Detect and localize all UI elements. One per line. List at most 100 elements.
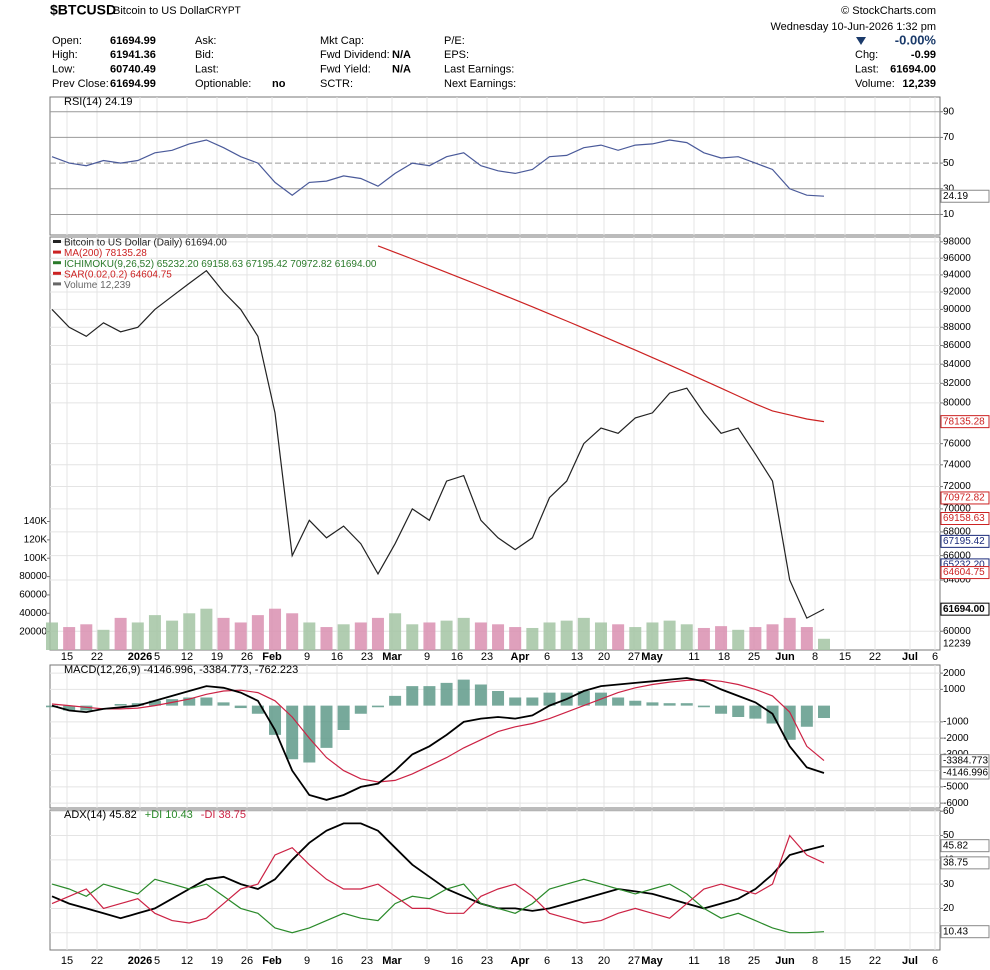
bar [594,622,607,650]
bar [234,622,247,650]
bar [217,617,230,650]
y-tick-label: 90 [943,106,955,117]
value-flag [940,856,990,870]
y-tick-label: -1000 [943,717,969,728]
bar [114,704,127,706]
x-tick-label: 27 [628,651,640,663]
x-tick-label: 6 [544,651,550,663]
legend-entry: Volume 12,239 [64,280,131,291]
bar [612,624,625,650]
x-tick-label: 25 [748,651,760,663]
value-flag-label: 10.43 [943,926,968,937]
price-marker-label: 78135.28 [943,416,985,427]
field-label: Open: [52,35,82,47]
bar [577,691,590,706]
bar [200,697,213,706]
value-flag-label: -3384.773 [943,755,988,766]
bar [800,705,813,727]
x-tick-label: 23 [481,955,493,967]
x-tick-label: 15 [61,651,73,663]
bar [818,638,830,650]
bar [354,622,367,650]
x-tick-label: 16 [451,955,463,967]
x-tick-label: 2026 [128,955,152,967]
y-tick-label: 68000 [943,527,971,538]
field-label: Ask: [195,35,216,47]
field-value: 61694.99 [110,35,156,47]
change-pct: -0.00% [895,32,937,47]
legend-swatch [53,261,61,265]
series-line [51,822,825,920]
price-marker [940,602,990,616]
y2-tick-label: 20000 [19,626,47,637]
field-value: N/A [392,64,411,76]
x-tick-label: 9 [304,955,310,967]
bar [320,627,333,650]
bar [303,705,316,763]
x-tick-label: 20 [598,955,610,967]
x-tick-label: 16 [331,651,343,663]
bar [251,705,264,714]
x-tick-label: 2026 [128,651,152,663]
bar [749,627,762,650]
y2-tick-label: 100K [24,553,48,564]
x-tick-label: Jun [775,651,795,663]
y-tick-label: 50 [943,158,955,169]
field-label: Bid: [195,49,214,61]
x-tick-label: Jun [775,955,795,967]
x-tick-label: 9 [424,955,430,967]
value-flag [940,189,990,203]
bar [337,624,350,650]
field-label: Last: [195,64,219,76]
y-tick-label: 70000 [943,504,971,515]
bar [680,624,693,650]
bar [457,679,470,706]
x-tick-label: 16 [451,651,463,663]
x-tick-label: 20 [598,651,610,663]
price-marker-label: 65232.20 [943,560,985,571]
price-marker [940,534,990,548]
panel-frame [49,664,941,809]
x-tick-label: Feb [262,955,282,967]
x-tick-label: Mar [382,955,402,967]
y-tick-label: 80000 [943,398,971,409]
bar [303,622,316,650]
price-marker-label: 61694.00 [943,604,985,615]
x-tick-label: 8 [812,955,818,967]
field-label: SCTR: [320,78,353,90]
legend-entry: Bitcoin to US Dollar (Daily) 61694.00 [64,238,227,249]
bar [560,620,573,650]
field-value: 60740.49 [110,64,156,76]
y2-tick-label: 80000 [19,571,47,582]
x-tick-label: 6 [932,955,938,967]
field-value: -0.99 [911,49,936,61]
bar [148,700,161,706]
y2-tick-label: 140K [24,516,48,527]
y-tick-label: 60000 [943,626,971,637]
legend-swatch [53,271,61,275]
field-value: no [272,78,286,90]
y2-tick-label: 60000 [19,590,47,601]
y-tick-label: -2000 [943,733,969,744]
x-tick-label: 11 [688,651,699,663]
y2-tick-label: 40000 [19,608,47,619]
bar [337,705,350,730]
field-label: Volume: [855,78,895,90]
x-tick-label: 16 [331,955,343,967]
bar [354,705,367,714]
series-line [377,245,825,423]
value-flag [940,925,990,939]
bar [269,705,282,735]
value-flag-label: 38.75 [943,858,968,869]
y-tick-label: 64000 [943,575,971,586]
bar [371,617,384,650]
x-tick-label: 5 [154,651,160,663]
series-line [51,269,825,619]
field-value: N/A [392,49,411,61]
bar [320,705,333,748]
y-tick-label: 60 [943,806,955,817]
y-tick-label: -5000 [943,782,969,793]
bar [114,617,127,650]
